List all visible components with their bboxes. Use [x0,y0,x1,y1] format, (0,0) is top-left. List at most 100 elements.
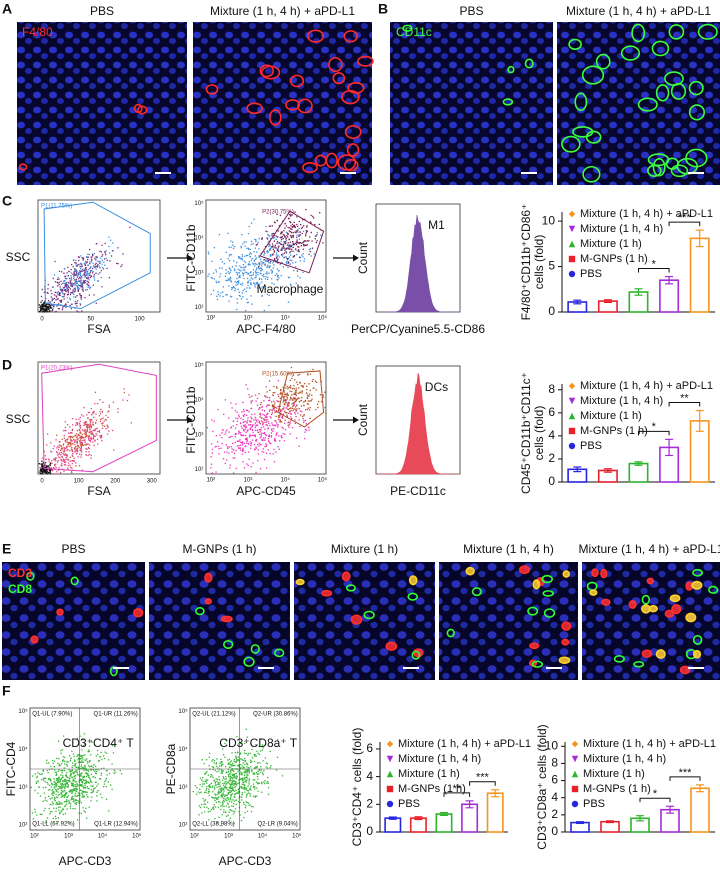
event [233,457,236,459]
event [255,269,258,271]
event [39,795,42,797]
event [307,407,309,409]
event [47,471,50,474]
event [58,764,60,767]
event [75,302,77,305]
quadrant-label: Q2-UL (21.12%) [192,712,235,718]
event [58,778,60,780]
event [221,793,223,795]
event [227,771,230,773]
event [101,266,104,269]
event [84,422,86,424]
legend-label: Mixture (1 h) [398,768,460,780]
event [238,769,240,771]
event [284,242,286,244]
stained-cell [691,580,703,590]
event [262,418,265,420]
event [277,415,280,417]
event [256,766,258,768]
event [257,431,259,434]
event [274,222,276,224]
event [90,780,92,782]
event [267,233,269,236]
event [258,753,260,756]
event [272,392,274,394]
event [233,796,235,798]
event [261,286,263,288]
event [81,793,84,796]
event [273,240,276,242]
event [226,740,228,742]
event [271,282,273,284]
event [296,223,298,226]
event [221,432,223,434]
event [286,414,288,416]
event [293,224,295,227]
event [64,774,67,777]
event [86,425,88,427]
event [246,409,249,412]
event [266,767,269,769]
event [102,755,105,757]
event [235,467,237,470]
event [254,786,256,788]
event [282,244,284,246]
event [55,463,57,465]
event [110,255,113,257]
event [248,770,250,772]
event [67,286,69,288]
event [65,289,67,291]
event [89,262,91,265]
legend-marker [571,800,579,808]
event [302,219,304,221]
event [298,401,301,403]
event [76,305,78,307]
event [239,786,241,788]
event [84,786,86,788]
event [220,258,222,260]
event [221,787,223,789]
x-tick-label: 10⁵ [318,477,328,484]
event [311,394,313,397]
x-tick-label: 10⁴ [98,833,108,840]
event [70,789,72,791]
event [248,225,250,228]
event [205,771,207,774]
stained-cell [692,568,703,577]
event [76,448,78,451]
event [249,434,252,436]
y-tick-label: 5 [548,259,555,273]
event [260,427,262,429]
event [58,763,61,766]
event [79,436,82,438]
event [220,794,222,797]
event [279,242,281,244]
event [238,430,240,432]
event [266,763,269,765]
event [280,236,282,238]
event [72,800,74,803]
event [61,462,63,464]
event [80,414,83,416]
y-tick-label: 0 [548,304,555,318]
event [100,436,103,438]
event [246,779,248,781]
event [260,443,262,446]
event [269,247,271,250]
event [78,280,80,282]
event [246,287,248,289]
event [246,810,249,813]
event [291,259,293,262]
event [101,244,103,246]
event [215,762,218,764]
event [67,438,69,440]
event [75,262,77,264]
event [62,760,64,762]
event [66,796,68,798]
event [242,414,245,417]
event [78,433,80,436]
event [89,267,92,269]
event [257,419,259,421]
event [55,773,58,775]
event [245,794,248,796]
